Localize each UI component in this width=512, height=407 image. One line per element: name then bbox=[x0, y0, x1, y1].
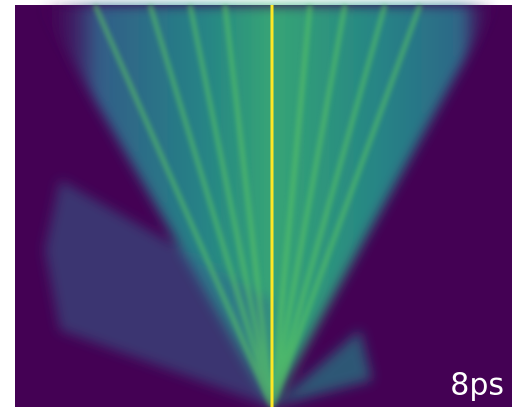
page: {"label": "8ps"} 8ps bbox=[0, 0, 512, 407]
time-label: 8ps bbox=[450, 368, 504, 403]
figure-panel: 8ps bbox=[0, 0, 512, 407]
